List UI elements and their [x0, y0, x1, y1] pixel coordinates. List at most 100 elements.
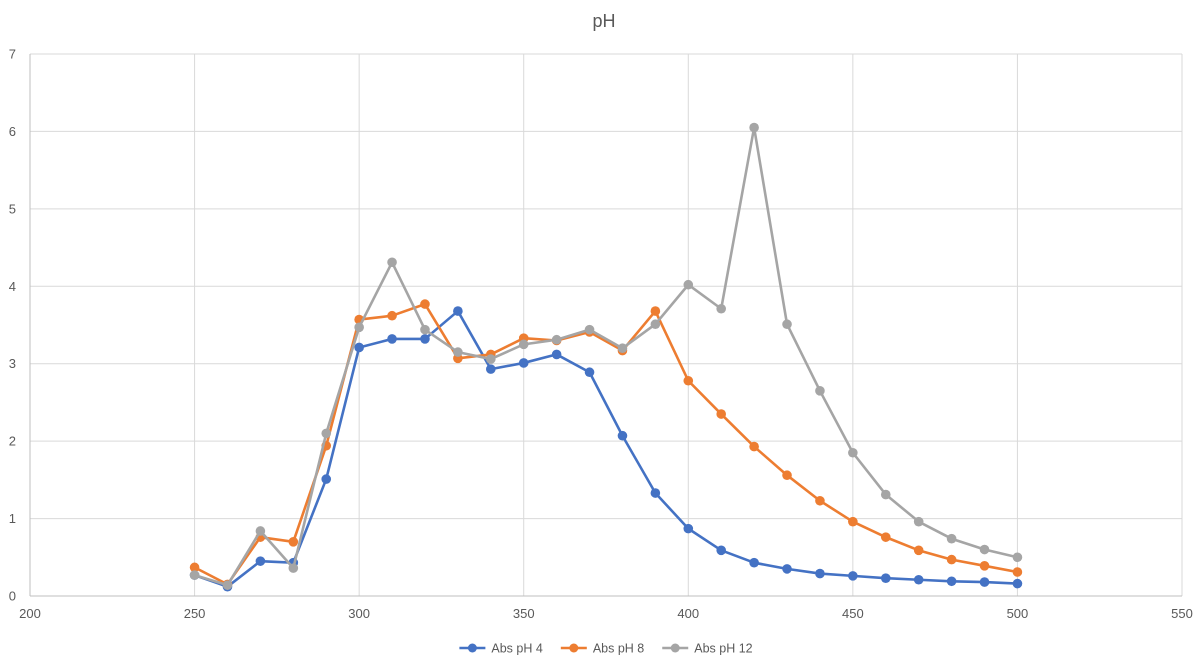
legend-swatch-marker: [569, 643, 579, 653]
data-point: [354, 342, 364, 353]
data-point: [584, 367, 595, 378]
data-point: [584, 324, 595, 335]
gridlines: [30, 53, 1183, 596]
series-3: [189, 122, 1023, 590]
data-point: [946, 576, 957, 587]
legend-label: Abs pH 12: [694, 642, 752, 655]
axes: 0 1 2 3 4 5 6 7 200 250 300 350 400 450 500 550: [9, 47, 1193, 622]
data-point: [617, 430, 628, 441]
data-point: [913, 545, 924, 556]
legend-item: Abs pH 4: [459, 642, 543, 655]
data-point: [782, 319, 792, 330]
data-point: [255, 556, 266, 566]
data-point: [420, 334, 430, 344]
data-point: [486, 364, 496, 374]
data-point: [189, 562, 200, 573]
legend-item: Abs pH 12: [662, 642, 753, 655]
data-point: [913, 516, 924, 527]
data-point: [848, 447, 858, 458]
y-tick-label: 2: [9, 434, 16, 449]
series-line: [193, 309, 1019, 589]
data-point: [1012, 567, 1023, 577]
data-point: [650, 306, 661, 316]
data-point: [979, 577, 990, 587]
y-tick-label: 3: [9, 356, 16, 371]
data-point: [420, 299, 430, 309]
data-point: [683, 375, 694, 386]
data-point: [683, 279, 694, 290]
data-point: [551, 349, 562, 360]
data-point: [486, 354, 496, 364]
y-tick-label: 7: [9, 47, 16, 62]
series-1: [189, 306, 1023, 592]
data-point: [782, 564, 792, 574]
data-point: [420, 324, 430, 335]
data-point: [387, 334, 397, 344]
data-point: [453, 347, 463, 357]
data-point: [749, 441, 759, 452]
data-point: [815, 568, 825, 579]
data-point: [222, 580, 233, 590]
data-point: [946, 554, 957, 565]
x-tick-label: 300: [348, 606, 370, 621]
data-point: [617, 343, 628, 354]
data-point: [848, 571, 858, 581]
series-2: [189, 299, 1023, 590]
data-point: [815, 495, 825, 506]
data-point: [749, 557, 759, 568]
data-point: [288, 563, 299, 573]
data-point: [650, 488, 661, 498]
data-point: [255, 526, 266, 536]
data-point: [321, 428, 332, 439]
series-line: [193, 126, 1019, 587]
data-point: [749, 122, 759, 133]
data-point: [387, 257, 397, 268]
legend-swatch-marker: [467, 643, 477, 653]
y-tick-label: 0: [9, 589, 16, 604]
x-tick-label: 550: [1171, 606, 1193, 621]
data-point: [288, 537, 299, 547]
data-point: [354, 322, 364, 333]
data-point: [453, 306, 463, 316]
y-tick-label: 4: [9, 279, 16, 294]
y-tick-label: 6: [9, 124, 16, 139]
data-point: [848, 516, 858, 527]
y-tick-label: 1: [9, 511, 16, 526]
data-point: [880, 573, 891, 583]
data-point: [782, 470, 792, 481]
data-point: [551, 334, 562, 345]
data-point: [321, 474, 332, 484]
data-point: [979, 561, 990, 571]
data-point: [946, 533, 957, 544]
x-tick-label: 500: [1007, 606, 1029, 621]
chart-title: pH: [592, 11, 615, 31]
legend-label: Abs pH 8: [593, 642, 644, 655]
data-point: [189, 570, 200, 580]
data-point: [716, 409, 726, 419]
x-tick-label: 400: [677, 606, 699, 621]
legend-swatch-marker: [670, 643, 680, 653]
series-lines: [189, 122, 1023, 592]
data-point: [387, 310, 397, 321]
series-line: [193, 302, 1019, 586]
x-tick-label: 200: [19, 606, 41, 621]
data-point: [716, 303, 726, 314]
legend: Abs pH 4 Abs pH 8 Abs pH 12: [459, 642, 753, 655]
x-tick-label: 250: [184, 606, 206, 621]
x-tick-label: 450: [842, 606, 864, 621]
data-point: [880, 532, 891, 542]
legend-label: Abs pH 4: [491, 642, 542, 655]
data-point: [518, 339, 529, 350]
data-point: [815, 386, 825, 396]
data-point: [913, 574, 924, 585]
y-tick-label: 5: [9, 201, 16, 216]
data-point: [1012, 578, 1023, 589]
data-point: [683, 523, 694, 534]
data-point: [518, 358, 529, 368]
data-point: [650, 319, 661, 330]
legend-item: Abs pH 8: [560, 642, 644, 655]
data-point: [716, 545, 726, 556]
data-point: [880, 489, 891, 500]
